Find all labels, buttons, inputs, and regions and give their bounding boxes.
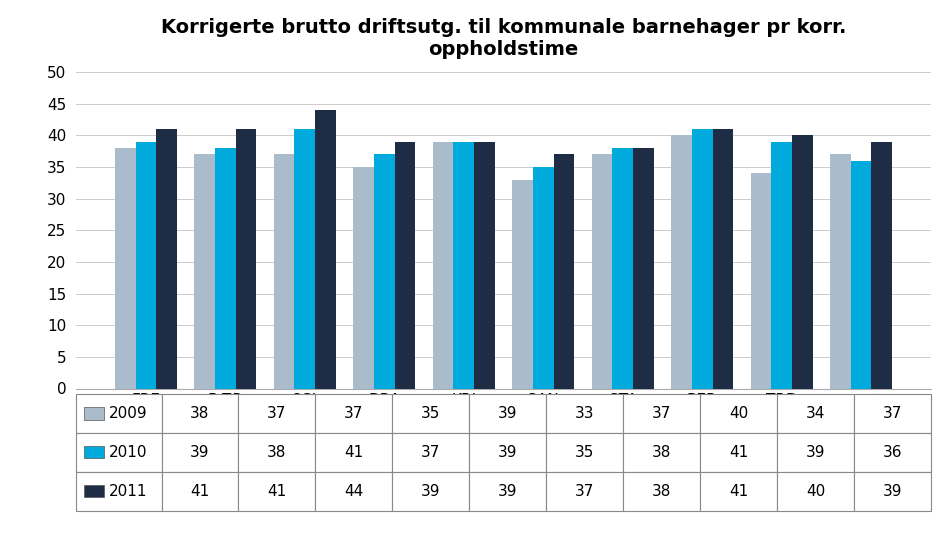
Text: 39: 39 xyxy=(883,483,902,499)
Bar xyxy=(613,148,633,388)
Bar xyxy=(274,154,294,388)
Text: 39: 39 xyxy=(498,406,518,421)
Text: 41: 41 xyxy=(729,483,749,499)
Bar xyxy=(792,135,812,388)
Text: 41: 41 xyxy=(729,445,749,460)
Text: 35: 35 xyxy=(421,406,441,421)
Bar xyxy=(554,154,574,388)
Bar xyxy=(771,142,792,388)
Bar xyxy=(294,129,315,388)
Text: 41: 41 xyxy=(267,483,287,499)
Text: 38: 38 xyxy=(267,445,287,460)
Title: Korrigerte brutto driftsutg. til kommunale barnehager pr korr.
oppholdstime: Korrigerte brutto driftsutg. til kommuna… xyxy=(161,18,846,59)
Bar xyxy=(215,148,236,388)
Bar xyxy=(115,148,136,388)
Bar xyxy=(750,173,771,388)
Bar xyxy=(830,154,851,388)
Bar xyxy=(374,154,394,388)
Bar xyxy=(236,129,256,388)
Bar xyxy=(512,180,533,388)
Text: 2009: 2009 xyxy=(109,406,148,421)
Text: 38: 38 xyxy=(652,483,672,499)
Text: 44: 44 xyxy=(344,483,364,499)
Text: 37: 37 xyxy=(344,406,364,421)
Text: 38: 38 xyxy=(190,406,210,421)
Text: 39: 39 xyxy=(190,445,210,460)
Text: 37: 37 xyxy=(883,406,902,421)
Text: 38: 38 xyxy=(652,445,672,460)
Text: 37: 37 xyxy=(575,483,595,499)
Bar xyxy=(353,167,374,388)
Text: 41: 41 xyxy=(344,445,364,460)
Text: 33: 33 xyxy=(575,406,595,421)
Text: 39: 39 xyxy=(498,483,518,499)
Bar xyxy=(712,129,733,388)
Text: 40: 40 xyxy=(806,483,826,499)
Text: 39: 39 xyxy=(806,445,826,460)
Text: 39: 39 xyxy=(421,483,441,499)
Bar xyxy=(633,148,654,388)
Bar xyxy=(394,142,415,388)
Bar xyxy=(433,142,453,388)
Bar xyxy=(474,142,495,388)
Bar xyxy=(156,129,177,388)
Text: 2010: 2010 xyxy=(109,445,148,460)
Text: 2011: 2011 xyxy=(109,483,148,499)
Text: 37: 37 xyxy=(421,445,441,460)
Bar xyxy=(533,167,554,388)
Text: 35: 35 xyxy=(575,445,595,460)
Bar xyxy=(851,161,871,388)
Text: 40: 40 xyxy=(729,406,749,421)
Text: 34: 34 xyxy=(806,406,826,421)
Text: 41: 41 xyxy=(190,483,210,499)
Bar xyxy=(692,129,712,388)
Bar xyxy=(195,154,215,388)
Text: 37: 37 xyxy=(652,406,672,421)
Text: 37: 37 xyxy=(267,406,287,421)
Bar xyxy=(453,142,474,388)
Bar xyxy=(672,135,692,388)
Bar xyxy=(315,110,335,388)
Bar xyxy=(871,142,892,388)
Text: 39: 39 xyxy=(498,445,518,460)
Bar xyxy=(592,154,613,388)
Bar xyxy=(136,142,156,388)
Text: 36: 36 xyxy=(883,445,902,460)
